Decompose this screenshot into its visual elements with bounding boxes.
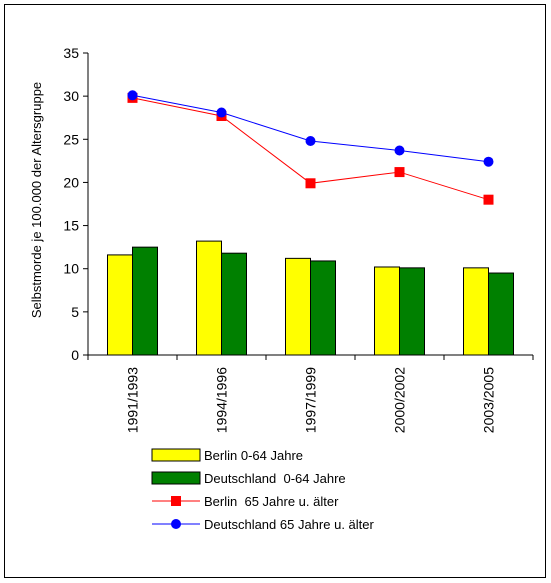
bar-berlin-0-64-jahre-4 [463,267,489,356]
bar-berlin-0-64-jahre-3 [374,266,400,356]
y-tick-label: 10 [63,261,79,277]
y-axis-title: Selbstmorde je 100.000 der Altersgruppe [29,82,44,318]
point-berlin-65-jahre-u-lter-3 [394,167,405,178]
x-tick-label: 1991/1993 [125,367,141,433]
bar-deutschland-0-64-jahre-4 [488,272,514,356]
bar-berlin-0-64-jahre-2 [285,257,311,356]
y-tick-label: 5 [71,304,79,320]
x-tick-label: 2000/2002 [392,367,408,433]
x-tick-label: 2003/2005 [481,367,497,433]
point-deutschland-65-jahre-u-lter-3 [394,145,405,156]
bar-berlin-0-64-jahre-1 [196,240,222,356]
y-tick-label: 35 [63,45,79,61]
point-deutschland-65-jahre-u-lter-0 [127,90,138,101]
legend-marker-deutschland-65-jahre-u-lter [171,519,181,529]
bars-layer [107,240,514,356]
bar-deutschland-0-64-jahre-3 [399,267,425,356]
y-tick-label: 30 [63,88,79,104]
legend-label-berlin-0-64-jahre: Berlin 0-64 Jahre [204,448,303,463]
y-tick-label: 25 [63,131,79,147]
bar-deutschland-0-64-jahre-0 [132,246,158,356]
legend-label-berlin-65-jahre-u-lter: Berlin 65 Jahre u. älter [204,494,339,509]
point-deutschland-65-jahre-u-lter-4 [483,156,494,167]
legend-marker-berlin-65-jahre-u-lter [171,496,181,506]
lines-layer [127,90,494,205]
bar-berlin-0-64-jahre-0 [107,254,133,356]
x-tick-label: 1997/1999 [303,367,319,433]
x-tick-label: 1994/1996 [214,367,230,433]
bar-deutschland-0-64-jahre-1 [221,252,247,356]
line-deutschland-65-jahre-u-lter [132,94,489,163]
point-berlin-65-jahre-u-lter-2 [305,178,316,189]
chart-frame [4,4,546,578]
axes-layer: 0 5 10 15 20 25 30 35 1991/1993 1994/1996 1997/199… [63,45,534,433]
legend-swatch-berlin-0-64-jahre [151,448,201,462]
legend-label-deutschland-65-jahre-u-lter: Deutschland 65 Jahre u. älter [204,517,374,532]
point-berlin-65-jahre-u-lter-4 [483,194,494,205]
bar-deutschland-0-64-jahre-2 [310,260,336,356]
point-deutschland-65-jahre-u-lter-2 [305,136,316,147]
legend: Berlin 0-64 Jahre Deutschland 0-64 Jahre B… [151,448,374,532]
y-tick-label: 0 [71,347,79,363]
legend-label-deutschland-0-64-jahre: Deutschland 0-64 Jahre [204,471,346,486]
point-deutschland-65-jahre-u-lter-1 [216,107,227,118]
legend-swatch-deutschland-0-64-jahre [151,471,201,485]
y-tick-label: 15 [63,218,79,234]
y-tick-label: 20 [63,174,79,190]
